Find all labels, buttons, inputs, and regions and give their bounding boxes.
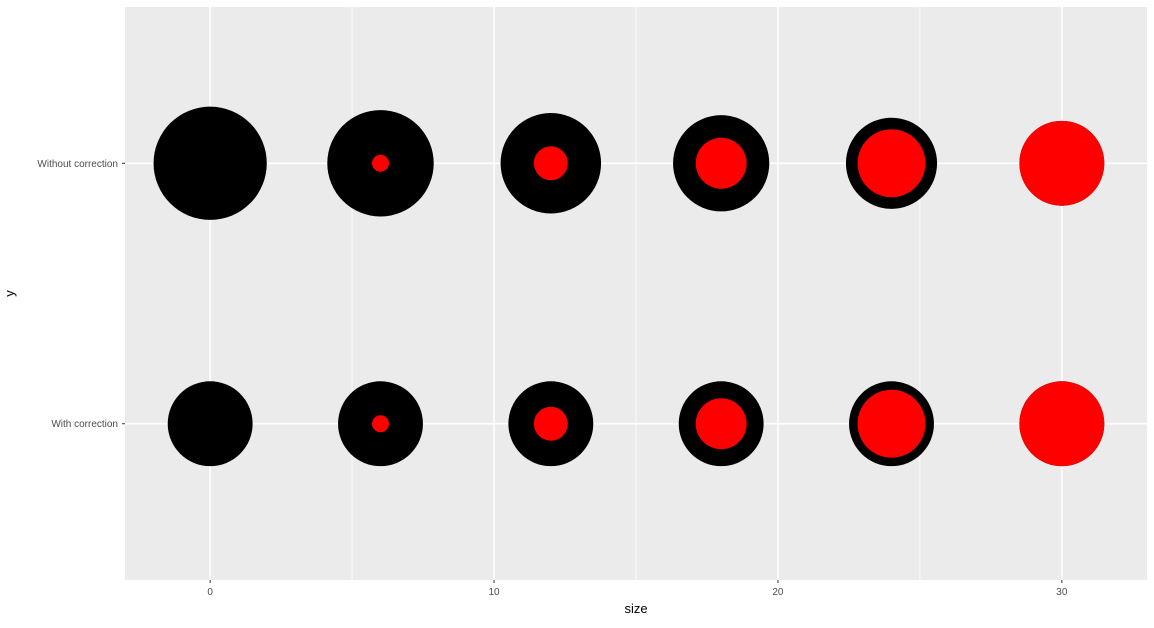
axes: 0 10 20 30 Without correction With correction <box>37 159 1067 598</box>
y-tick-label: With correction <box>51 419 118 430</box>
x-tick-label: 30 <box>1056 587 1068 598</box>
x-tick-label: 0 <box>207 587 213 598</box>
inner-point <box>372 415 389 433</box>
data-points <box>153 106 1105 467</box>
inner-point <box>695 398 747 450</box>
inner-point <box>695 137 747 189</box>
x-tick-label: 10 <box>488 587 500 598</box>
inner-point <box>857 389 926 458</box>
inner-point <box>857 129 926 198</box>
inner-point <box>1019 120 1105 206</box>
outer-point <box>153 106 267 220</box>
inner-point <box>1019 381 1105 467</box>
outer-point <box>167 381 253 467</box>
x-tick-label: 20 <box>772 587 784 598</box>
inner-point <box>533 146 568 181</box>
y-tick-label: Without correction <box>37 159 118 170</box>
x-axis-title: size <box>624 601 647 616</box>
y-axis-title: y <box>2 290 17 297</box>
inner-point <box>372 154 389 172</box>
grid-lines <box>125 7 1147 580</box>
inner-point <box>533 406 568 441</box>
